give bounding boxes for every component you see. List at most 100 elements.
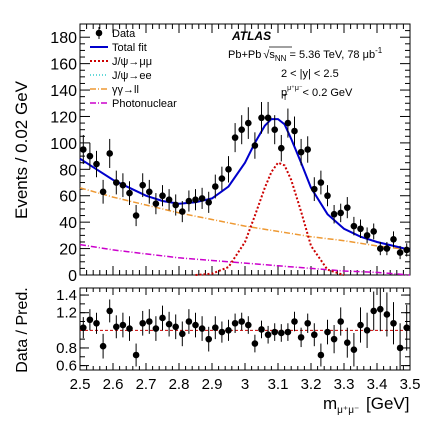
- ratio-point: [132, 351, 140, 359]
- ratio-point: [185, 318, 193, 325]
- bottom-y-tick-label: 1.2: [56, 305, 77, 322]
- annotations: ATLAS Pb+Pb √sNN = 5.36 TeV, 78 μb-1 2 < …: [228, 29, 383, 102]
- data-point: [146, 188, 153, 196]
- ratio-point: [212, 324, 219, 331]
- data-point: [205, 199, 212, 206]
- data-point: [330, 210, 338, 218]
- data-point: [132, 212, 140, 219]
- energy-lumi: = 5.36 TeV, 78 μb: [286, 49, 375, 61]
- ratio-point: [271, 328, 279, 336]
- ratio-point: [350, 346, 358, 354]
- data-point: [86, 152, 94, 160]
- legend-photonuclear-label: Photonuclear: [112, 98, 177, 110]
- ratio-point: [119, 321, 127, 329]
- ratio-point: [344, 339, 351, 346]
- data-points: [80, 101, 411, 260]
- ratio-point: [403, 324, 411, 331]
- atlas-label: ATLAS: [231, 29, 271, 43]
- data-point: [271, 126, 279, 133]
- top-y-tick-label: 180: [50, 30, 77, 47]
- bottom-y-tick-label: 0.6: [56, 358, 77, 375]
- data-point: [297, 148, 305, 156]
- data-point: [390, 236, 397, 243]
- legend-gg-ll-label: γγ→ll: [112, 84, 139, 96]
- x-tick-label: 3.2: [301, 376, 322, 393]
- ratio-point: [80, 324, 87, 331]
- data-point: [192, 196, 199, 203]
- ratio-point: [231, 319, 239, 327]
- data-point: [179, 208, 186, 215]
- ratio-point: [258, 326, 265, 333]
- ratio-point: [245, 321, 252, 329]
- legend-jpsi-mumu-label: J/ψ→μμ: [112, 56, 152, 68]
- top-y-tick-label: 160: [50, 57, 77, 74]
- ratio-point: [377, 305, 384, 313]
- ratio-point: [93, 319, 100, 327]
- legend-data-marker: [95, 29, 103, 37]
- data-point: [80, 146, 87, 153]
- legend: Data Total fit J/ψ→μμ J/ψ→ee γγ→ll Photo…: [90, 27, 177, 110]
- ratio-point: [146, 318, 153, 325]
- ratio-point: [159, 314, 166, 322]
- jpsi-mumu-curve: [195, 161, 345, 276]
- top-y-tick-label: 120: [50, 109, 77, 126]
- ratio-point: [284, 328, 292, 336]
- data-point: [350, 222, 358, 230]
- ratio-point: [390, 319, 397, 327]
- sqrt-sub: NN: [275, 54, 287, 63]
- data-point: [370, 228, 378, 235]
- lumi-exponent: -1: [375, 46, 383, 55]
- bottom-y-tick-label: 1.4: [56, 287, 77, 304]
- legend-total-label: Total fit: [112, 42, 147, 54]
- data-point: [311, 185, 318, 193]
- ratio-point: [363, 327, 371, 334]
- data-point: [258, 114, 265, 122]
- top-y-axis-label: Events / 0.02 GeV: [12, 80, 31, 219]
- data-point: [251, 142, 259, 149]
- ratio-point: [251, 340, 259, 347]
- data-point: [344, 204, 351, 211]
- data-point: [357, 225, 364, 233]
- ratio-point: [297, 334, 305, 341]
- x-axis-label: mμ⁺μ⁻ [GeV]: [323, 394, 409, 416]
- ratio-point: [106, 307, 113, 315]
- ratio-point: [205, 335, 212, 343]
- ratio-point: [198, 325, 206, 332]
- x-tick-label: 2.9: [202, 376, 223, 393]
- data-point: [317, 179, 325, 186]
- ratio-point: [311, 331, 318, 339]
- collision-system: Pb+Pb: [228, 49, 261, 61]
- data-point: [93, 160, 100, 168]
- top-y-tick-label: 0: [68, 268, 77, 285]
- ratio-point: [165, 320, 173, 328]
- fit-curves: [79, 118, 411, 276]
- ratio-point: [317, 351, 325, 359]
- ratio-point: [225, 327, 232, 334]
- ratio-point: [192, 321, 199, 329]
- data-point: [245, 119, 252, 127]
- bottom-y-axis-label: Data / Pred.: [14, 287, 31, 372]
- pt-cut: pμ⁺μ⁻ T < 0.2 GeV: [281, 85, 353, 102]
- pt-subscript: T: [283, 93, 288, 102]
- x-tick-label: 2.6: [103, 376, 124, 393]
- data-point: [337, 209, 345, 217]
- ratio-point: [152, 325, 160, 332]
- data-point: [113, 179, 120, 186]
- data-point: [165, 196, 173, 203]
- ratio-point: [304, 319, 312, 327]
- ratio-point: [179, 330, 186, 338]
- data-point: [284, 119, 292, 127]
- x-tick-label: 3.5: [400, 376, 421, 393]
- top-y-tick-label: 20: [59, 242, 77, 259]
- data-point: [152, 200, 160, 207]
- ratio-point: [357, 321, 364, 329]
- tick-labels: 2.5 2.6 2.7 2.8 2.9 3 3.1 3.2 3.3 3.4 3.5 0 20 40 60 80…: [50, 30, 420, 393]
- data-point: [238, 126, 245, 133]
- legend-jpsi-ee-label: J/ψ→ee: [112, 70, 152, 82]
- x-tick-label: 3.1: [268, 376, 289, 393]
- pt-superscript: μ⁺μ⁻: [287, 85, 303, 92]
- ratio-point: [218, 328, 226, 336]
- ratio-point: [113, 323, 120, 331]
- data-point: [396, 249, 404, 256]
